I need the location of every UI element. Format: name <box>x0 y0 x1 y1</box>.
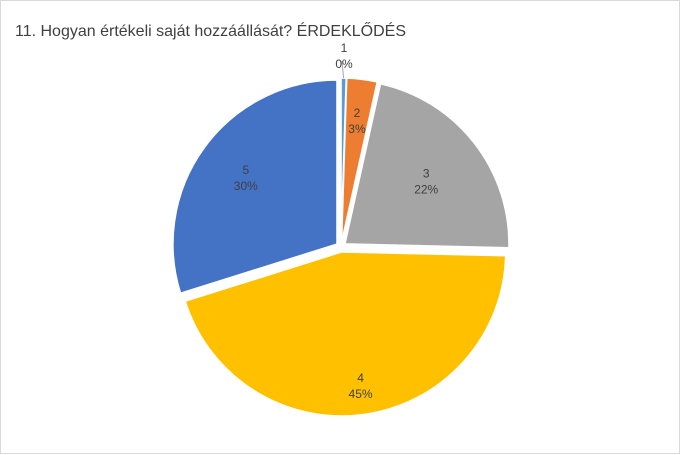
pie-slice-2 <box>340 77 379 243</box>
slice-category-label: 2 <box>354 106 361 120</box>
leader-lines <box>341 61 345 79</box>
slice-percent-label: 45% <box>349 387 373 401</box>
pie-slices <box>172 77 510 417</box>
slice-percent-label: 30% <box>234 179 258 193</box>
pie-slice-4 <box>184 251 507 417</box>
chart-title: 11. Hogyan értékeli saját hozzáállását? … <box>15 23 407 40</box>
slice-category-label: 1 <box>341 41 348 55</box>
pie-slice-3 <box>344 82 510 249</box>
leader-line-1 <box>341 61 345 79</box>
slice-percent-label: 3% <box>348 122 366 136</box>
slice-category-label: 4 <box>357 371 364 385</box>
data-labels: 1 0% 2 3% 3 22% 4 45% 5 30% <box>234 41 439 401</box>
pie-slice-5 <box>172 79 338 295</box>
slice-percent-label: 22% <box>414 182 438 196</box>
slice-percent-label: 0% <box>335 57 353 71</box>
slice-category-label: 3 <box>423 166 430 180</box>
slice-category-label: 5 <box>242 163 249 177</box>
